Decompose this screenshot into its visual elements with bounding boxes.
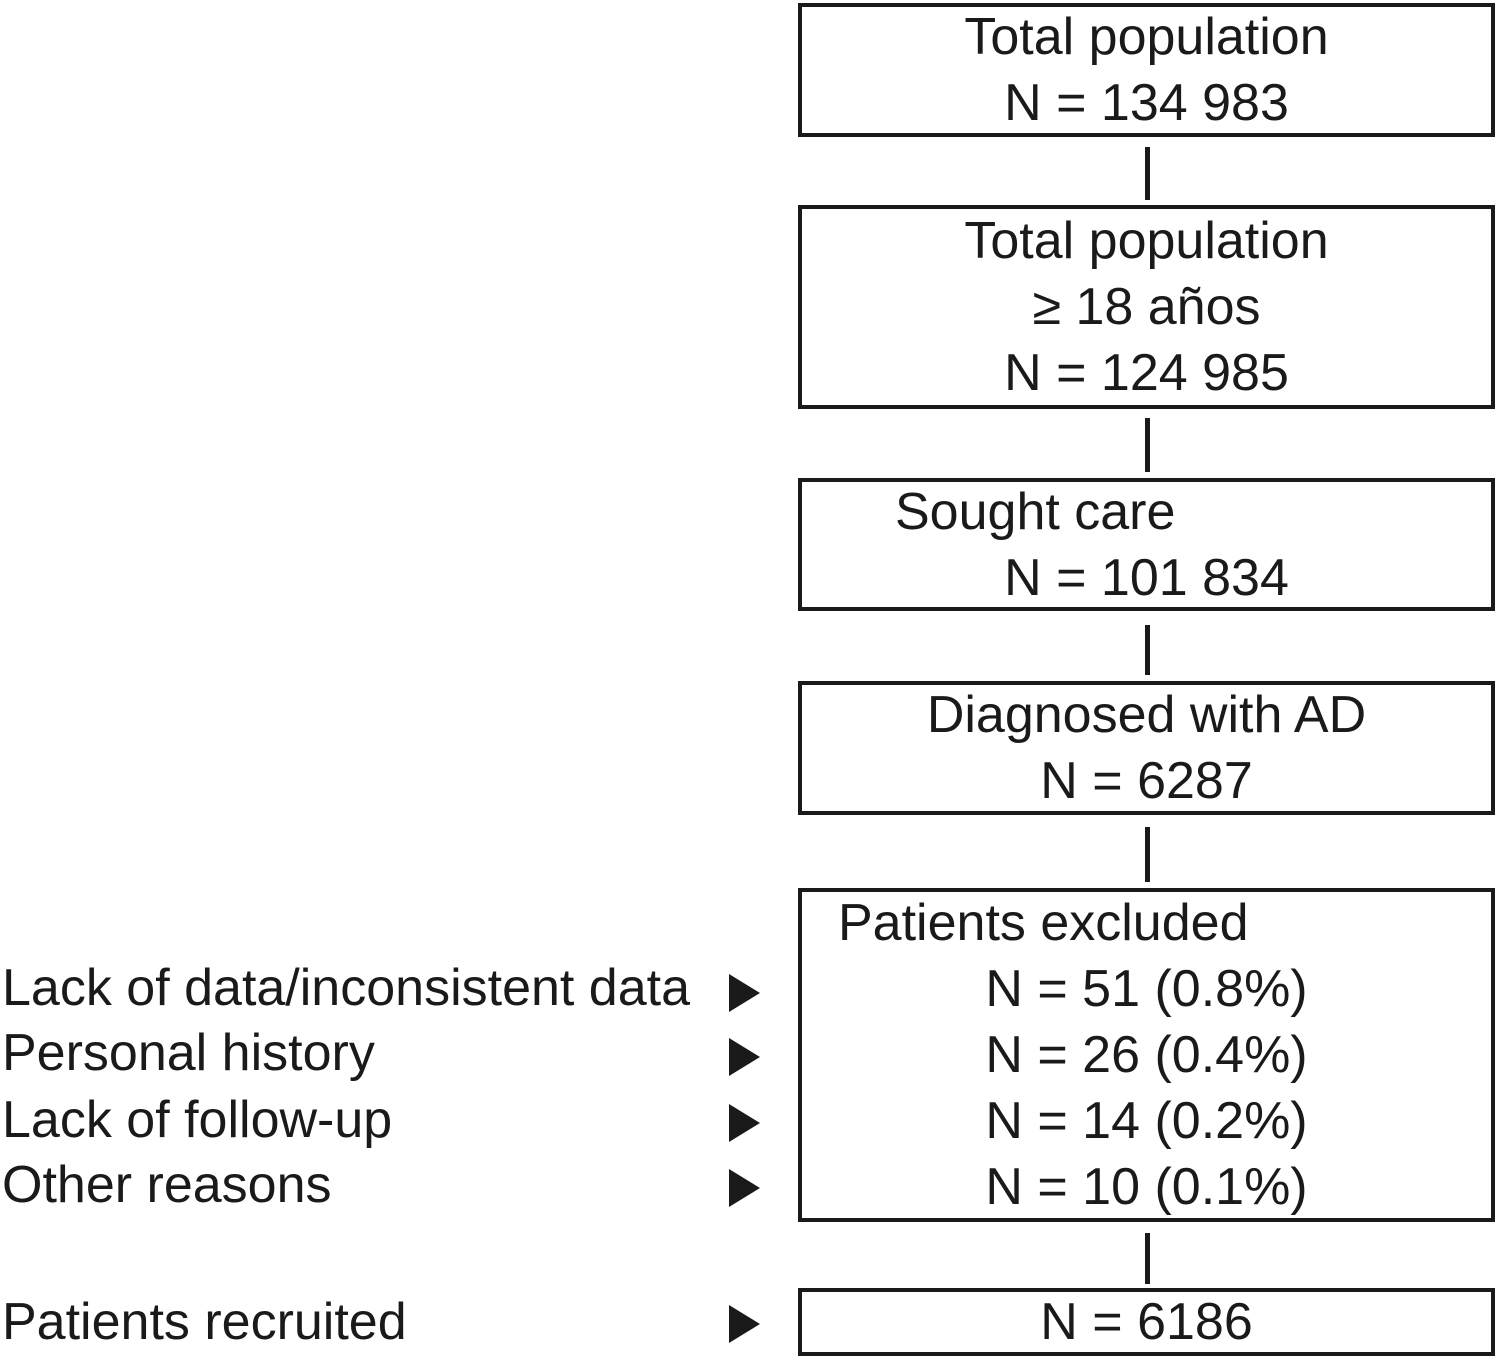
- box-line: N = 10 (0.1%): [985, 1158, 1308, 1216]
- flow-box-diagnosed-with-ad: Diagnosed with AD N = 6287: [798, 681, 1495, 815]
- patients-recruited-label: Patients recruited: [2, 1293, 407, 1351]
- box-line: N = 6287: [1040, 752, 1253, 810]
- arrow-right-icon: [729, 1169, 760, 1207]
- connector-line: [1145, 418, 1150, 472]
- flow-box-total-population: Total population N = 134 983: [798, 3, 1495, 137]
- box-line: Sought care: [895, 482, 1176, 541]
- flow-box-patients-excluded: Patients excluded N = 51 (0.8%) N = 26 (…: [798, 888, 1495, 1222]
- arrow-right-icon: [729, 1104, 760, 1142]
- arrow-right-icon: [729, 1305, 760, 1343]
- box-line: N = 124 985: [1004, 344, 1289, 402]
- flow-box-total-population-adults: Total population ≥ 18 años N = 124 985: [798, 205, 1495, 409]
- exclusion-label-lack-of-data: Lack of data/inconsistent data: [2, 959, 691, 1017]
- arrow-right-icon: [729, 974, 760, 1012]
- box-line: Patients excluded: [838, 894, 1249, 952]
- box-line: Total population: [964, 212, 1329, 270]
- exclusion-label-lack-of-followup: Lack of follow-up: [2, 1091, 393, 1149]
- box-line: N = 6186: [1040, 1293, 1253, 1351]
- connector-line: [1145, 827, 1150, 882]
- connector-line: [1145, 147, 1150, 200]
- connector-line: [1145, 625, 1150, 675]
- flow-box-patients-recruited: N = 6186: [798, 1288, 1495, 1356]
- connector-line: [1145, 1233, 1150, 1284]
- box-line: ≥ 18 años: [1032, 278, 1261, 336]
- box-line: N = 14 (0.2%): [985, 1092, 1308, 1150]
- box-line: Total population: [964, 8, 1329, 66]
- flow-box-sought-care: Sought care N = 101 834: [798, 478, 1495, 611]
- arrow-right-icon: [729, 1038, 760, 1076]
- exclusion-label-personal-history: Personal history: [2, 1024, 375, 1082]
- box-line: N = 134 983: [1004, 74, 1289, 132]
- box-line: N = 51 (0.8%): [985, 960, 1308, 1018]
- box-line: N = 26 (0.4%): [985, 1026, 1308, 1084]
- box-line: N = 101 834: [1004, 548, 1289, 607]
- box-line: Diagnosed with AD: [926, 686, 1367, 744]
- exclusion-label-other-reasons: Other reasons: [2, 1156, 332, 1214]
